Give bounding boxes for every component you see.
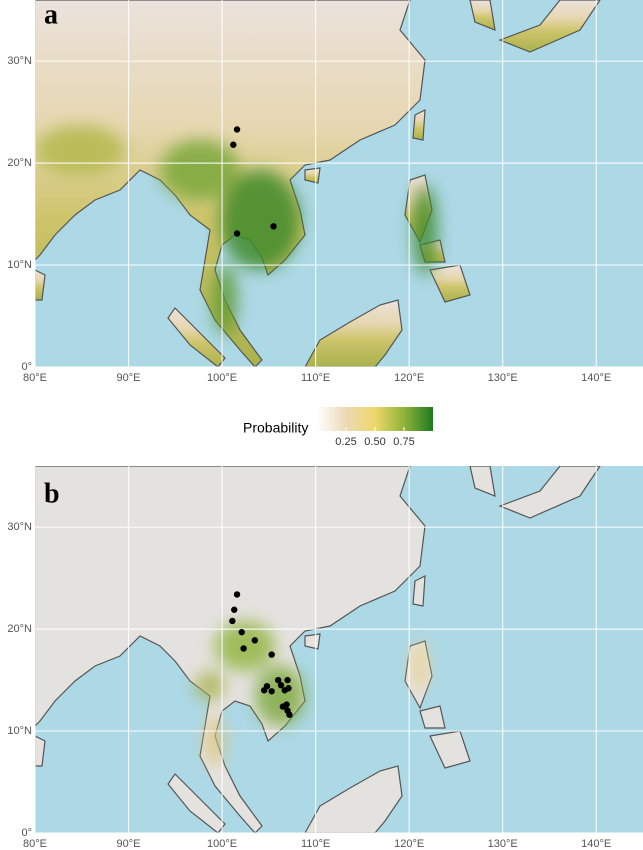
y-tick-label: 20°N: [7, 623, 32, 635]
x-tick-label: 140°E: [581, 838, 611, 850]
occurrence-point: [270, 223, 277, 230]
occurrence-point: [268, 651, 275, 658]
occurrence-point: [233, 591, 241, 598]
y-tick-label: 10°N: [7, 725, 32, 737]
x-tick-label: 120°E: [394, 372, 424, 384]
occurrence-point: [230, 141, 237, 148]
occurrence-point: [229, 617, 236, 625]
suitability: [35, 125, 437, 335]
y-tick-label: 0°: [21, 361, 32, 373]
occurrence-point: [283, 701, 290, 708]
panel-label: a: [44, 0, 58, 30]
occurrence-point: [268, 688, 275, 695]
occurrence-point: [277, 681, 285, 689]
occurrence-point: [238, 628, 245, 636]
y-tick-label: 10°N: [7, 259, 32, 271]
legend-tick-label: 0.75: [393, 436, 414, 448]
y-tick-label: 30°N: [7, 55, 32, 67]
occurrence-point: [251, 637, 259, 644]
occurrence-point: [284, 676, 291, 684]
x-tick-label: 130°E: [488, 838, 518, 850]
occurrence-point: [240, 645, 247, 652]
legend: Probability 0.25 0.50 0.75: [243, 407, 433, 448]
x-tick-label: 100°E: [207, 838, 237, 850]
legend-title: Probability: [243, 420, 308, 436]
x-tick-label: 100°E: [207, 372, 237, 384]
x-tick-label: 140°E: [581, 372, 611, 384]
legend-tick-label: 0.50: [364, 436, 385, 448]
occurrence-point: [233, 126, 241, 133]
x-tick-label: 110°E: [301, 372, 330, 384]
x-tick-label: 80°E: [23, 838, 47, 850]
legend-tick-label: 0.25: [335, 436, 356, 448]
panel-b: b 80°E 90°E 100°E 110°E 120°E 130°E 140°E 0° 10°…: [7, 466, 643, 850]
panel-label: b: [44, 478, 60, 509]
x-tick-label: 120°E: [394, 838, 424, 850]
x-tick-label: 90°E: [117, 372, 141, 384]
y-tick-label: 20°N: [7, 157, 32, 169]
occurrence-point: [231, 606, 238, 613]
x-tick-label: 80°E: [23, 372, 47, 384]
occurrence-point: [275, 676, 282, 684]
occurrence-point: [286, 711, 293, 718]
y-tick-label: 30°N: [7, 521, 32, 533]
panel-a: a 80°E 90°E 100°E 110°E 120°E 130°E 140°E 0° 10°…: [7, 0, 643, 384]
occurrence-point: [281, 687, 288, 694]
x-tick-label: 90°E: [117, 838, 141, 850]
x-tick-label: 130°E: [488, 372, 518, 384]
occurrence-point: [260, 687, 268, 694]
occurrence-point: [233, 230, 241, 237]
x-tick-label: 110°E: [301, 838, 330, 850]
y-tick-label: 0°: [21, 827, 32, 839]
suitability: [195, 621, 428, 766]
